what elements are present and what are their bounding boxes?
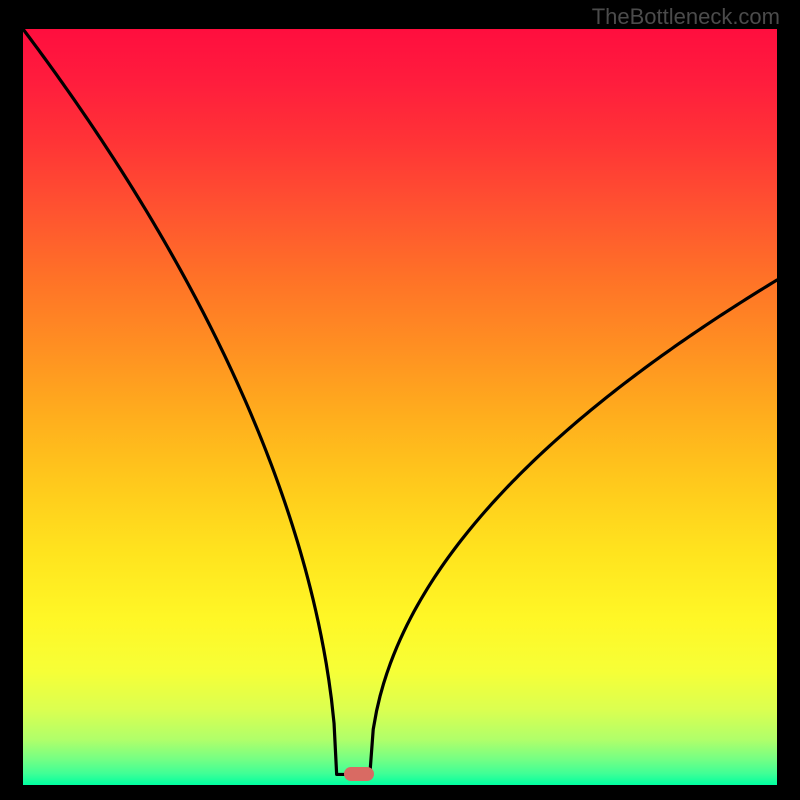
optimal-point-marker xyxy=(344,767,374,781)
plot-area xyxy=(23,29,777,785)
chart-container: TheBottleneck.com xyxy=(0,0,800,800)
bottleneck-curve xyxy=(23,29,777,785)
watermark-text: TheBottleneck.com xyxy=(592,4,780,30)
